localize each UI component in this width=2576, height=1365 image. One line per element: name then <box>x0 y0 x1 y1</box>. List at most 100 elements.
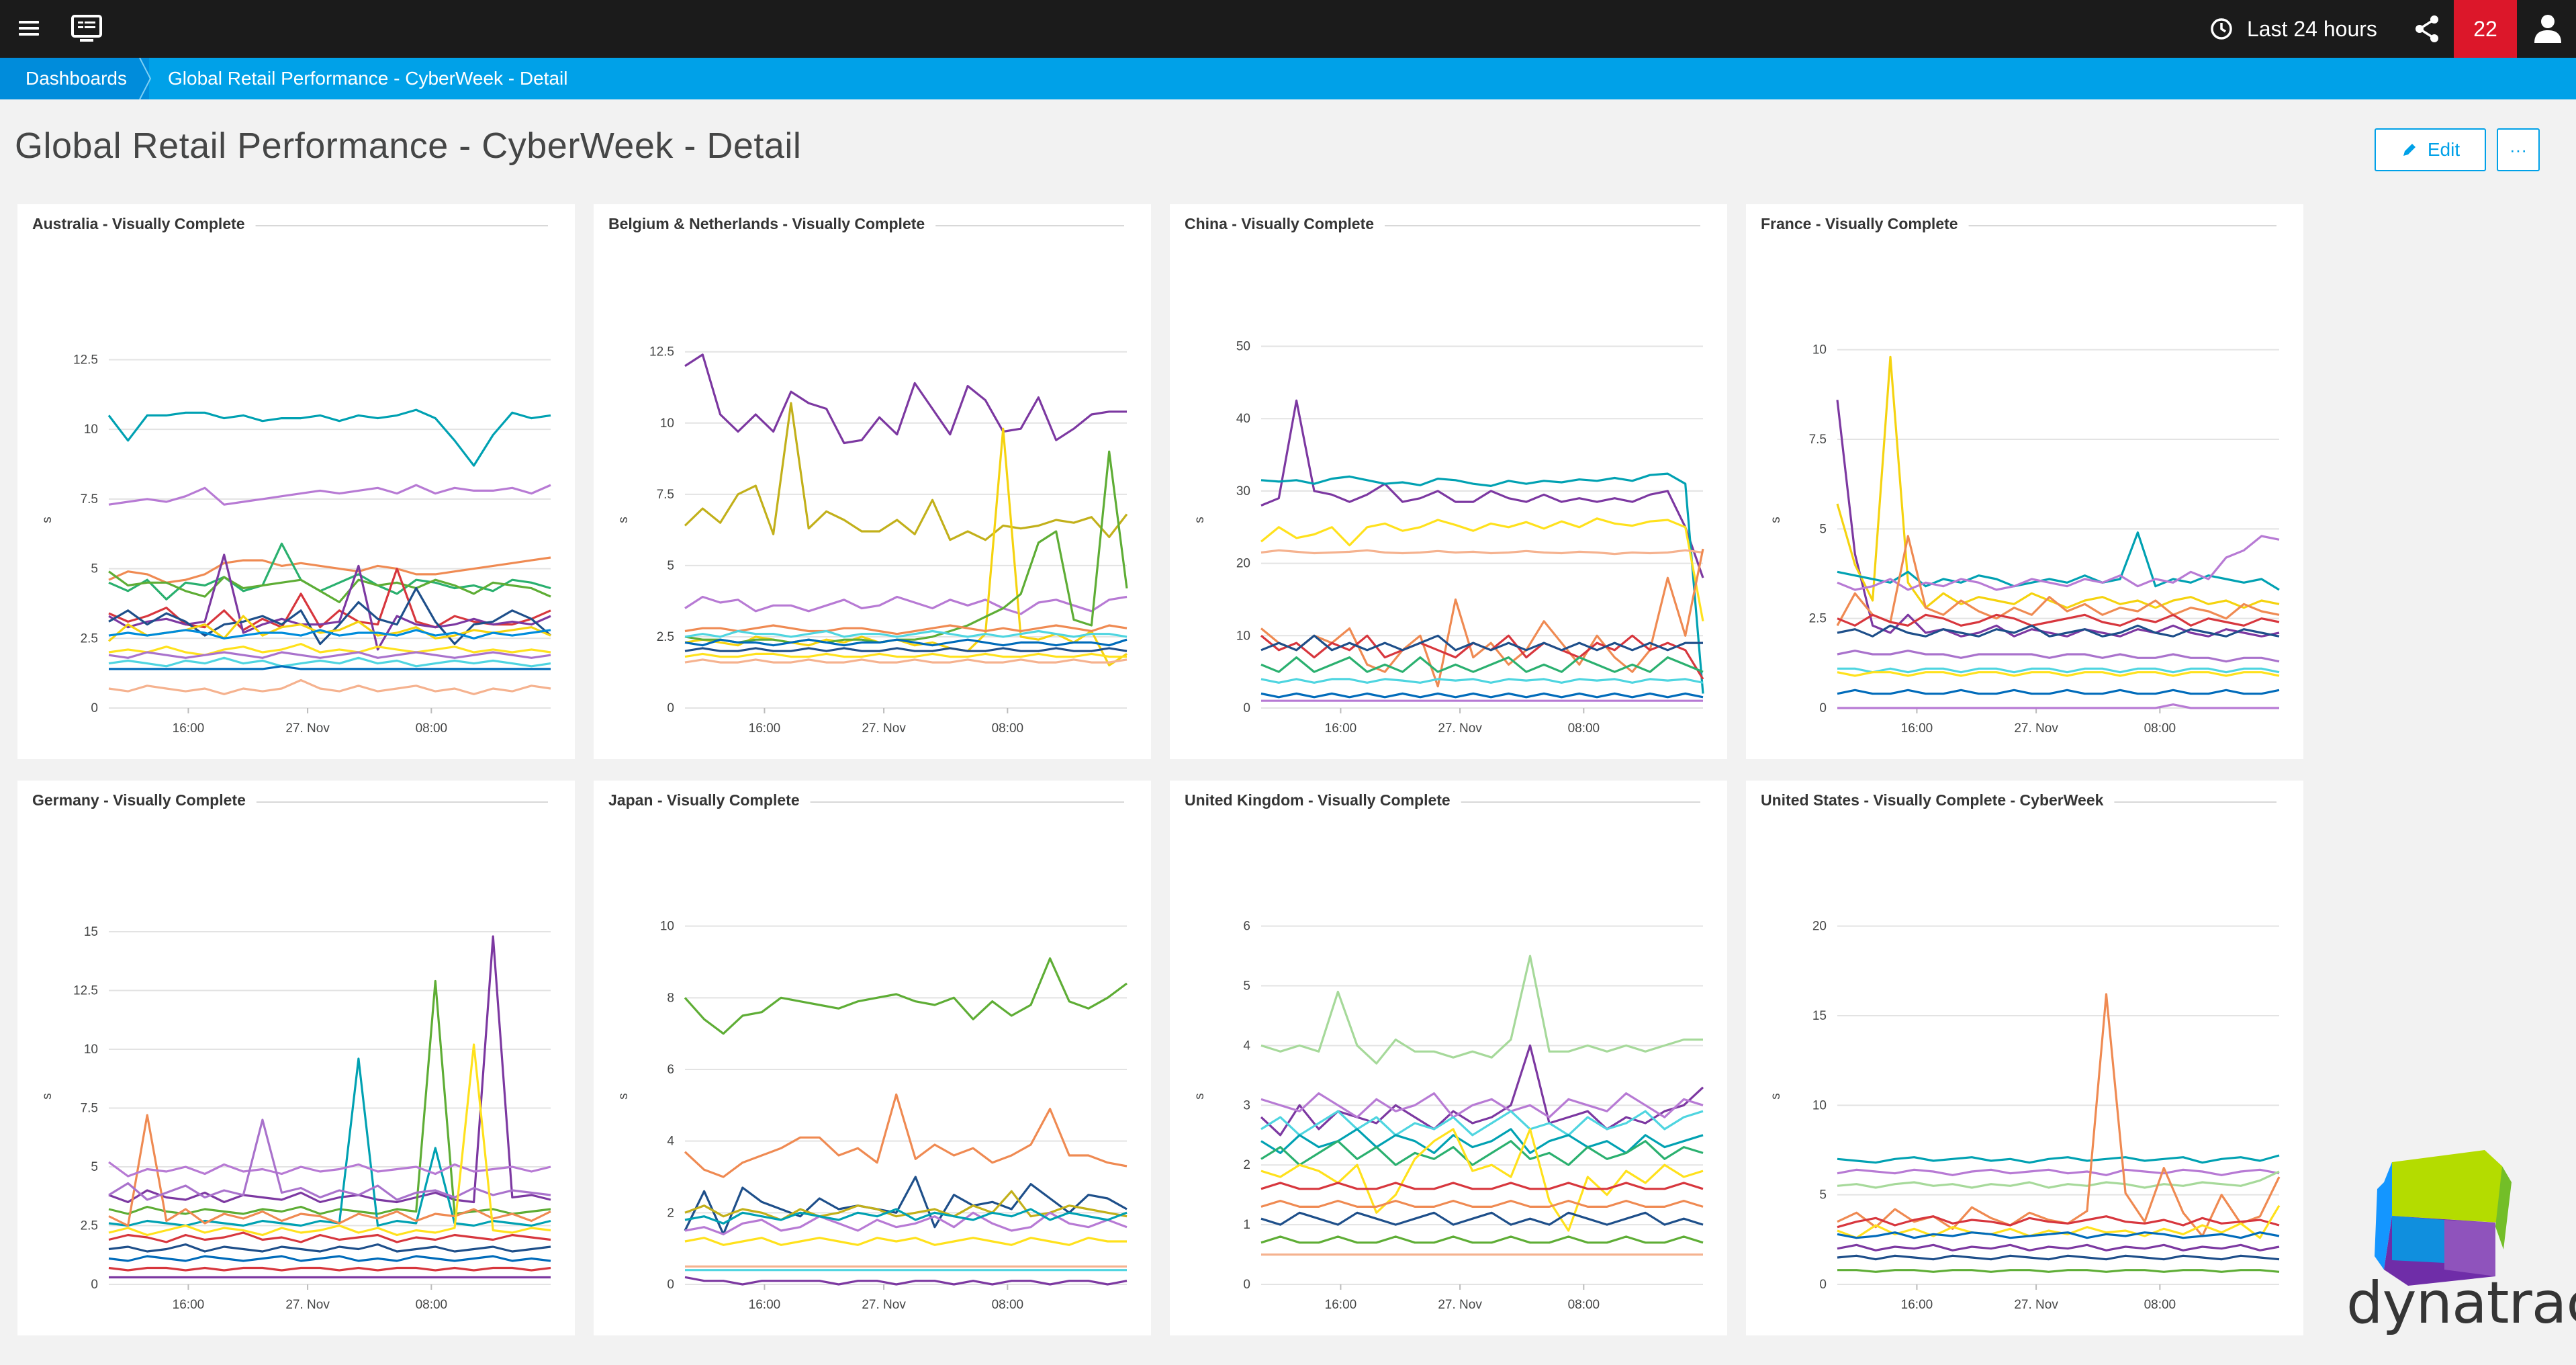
series-line[interactable] <box>1260 1128 1704 1232</box>
series-line[interactable] <box>1260 548 1704 688</box>
series-line[interactable] <box>108 1043 551 1237</box>
series-line[interactable] <box>684 402 1128 541</box>
chart-tile[interactable]: France - Visually Complete 0 2.5 5 7.5 10 s 16:… <box>1746 204 2303 759</box>
chart-tile[interactable]: Japan - Visually Complete 0 2 4 6 8 10 s 16:00 27… <box>594 781 1151 1335</box>
series-line[interactable] <box>1260 517 1704 622</box>
series-line[interactable] <box>1837 1215 2280 1229</box>
series-line[interactable] <box>1260 1235 1704 1244</box>
series-line[interactable] <box>684 1237 1127 1246</box>
chart-tile[interactable]: Germany - Visually Complete 0 2.5 5 7.5 10 12.… <box>17 781 575 1335</box>
series-line[interactable] <box>108 542 551 601</box>
series-line[interactable] <box>1837 613 2280 627</box>
series-line[interactable] <box>1260 634 1703 652</box>
user-icon[interactable] <box>2532 12 2564 46</box>
series-line[interactable] <box>108 554 551 651</box>
series-line[interactable] <box>684 1211 1128 1235</box>
edit-button[interactable]: Edit <box>2375 128 2486 171</box>
series-line[interactable] <box>1837 671 2280 677</box>
series-line[interactable] <box>1837 624 2280 637</box>
series-line[interactable] <box>684 658 1128 664</box>
series-line[interactable] <box>1837 1170 2280 1189</box>
series-line[interactable] <box>684 957 1128 1035</box>
series-line[interactable] <box>108 484 551 506</box>
series-line[interactable] <box>684 1093 1128 1178</box>
series-line[interactable] <box>1260 955 1703 1065</box>
series-line[interactable] <box>1837 650 2280 663</box>
series-line[interactable] <box>684 353 1127 445</box>
series-line[interactable] <box>108 678 551 695</box>
series-line[interactable] <box>684 629 1128 638</box>
series-line[interactable] <box>1837 1254 2280 1261</box>
series-line[interactable] <box>1837 667 2280 674</box>
series-line[interactable] <box>684 1276 1128 1286</box>
series-line[interactable] <box>1836 535 2280 627</box>
chart-tile[interactable]: Australia - Visually Complete 0 2.5 5 7.5 10 1… <box>17 204 575 759</box>
series-line[interactable] <box>684 652 1127 658</box>
series-line[interactable] <box>107 408 551 467</box>
series-line[interactable] <box>108 651 551 659</box>
chart-tile[interactable]: China - Visually Complete 0 10 20 30 40 50 s 16:… <box>1170 204 1727 759</box>
series-line[interactable] <box>1837 531 2280 591</box>
chart-tile[interactable]: United Kingdom - Visually Complete 0 1 2 3 4 5… <box>1170 781 1727 1335</box>
series-line[interactable] <box>684 638 1128 647</box>
series-line[interactable] <box>1837 1231 2280 1239</box>
series-line[interactable] <box>108 586 552 646</box>
series-line[interactable] <box>108 656 551 668</box>
series-line[interactable] <box>108 979 551 1215</box>
series-line[interactable] <box>108 935 551 1204</box>
series-line[interactable] <box>1260 399 1704 578</box>
series-line[interactable] <box>108 1255 551 1262</box>
series-line[interactable] <box>1260 692 1704 699</box>
series-line[interactable] <box>1837 703 2279 709</box>
series-line[interactable] <box>1837 689 2280 695</box>
series-line[interactable] <box>1260 1140 1704 1166</box>
series-line[interactable] <box>108 1231 551 1243</box>
series-line[interactable] <box>1260 678 1704 684</box>
hamburger-menu-icon[interactable] <box>16 15 43 42</box>
series-line[interactable] <box>1837 1243 2280 1251</box>
more-options-button[interactable]: ··· <box>2497 128 2540 171</box>
series-line[interactable] <box>1837 1154 2280 1164</box>
series-line[interactable] <box>108 1161 551 1178</box>
series-line[interactable] <box>108 570 551 604</box>
series-line[interactable] <box>108 556 551 584</box>
series-line[interactable] <box>1260 1182 1704 1190</box>
series-line[interactable] <box>1260 1092 1704 1118</box>
series-line[interactable] <box>684 450 1128 644</box>
series-line[interactable] <box>684 624 1128 635</box>
series-line[interactable] <box>108 1114 551 1227</box>
share-icon[interactable] <box>2411 12 2444 46</box>
series-line[interactable] <box>684 1176 1128 1235</box>
series-line[interactable] <box>108 642 551 656</box>
series-line[interactable] <box>1260 1110 1704 1137</box>
series-line[interactable] <box>1260 656 1704 673</box>
series-line[interactable] <box>1260 1128 1704 1155</box>
series-line[interactable] <box>1260 472 1704 694</box>
chart-tile[interactable]: Belgium & Netherlands - Visually Complet… <box>594 204 1151 759</box>
series-line[interactable] <box>684 595 1128 615</box>
problems-count-badge[interactable]: 22 <box>2454 0 2517 58</box>
series-line[interactable] <box>1837 1269 2280 1273</box>
dashboard-monitor-icon[interactable] <box>71 13 103 44</box>
series-line[interactable] <box>684 647 1128 652</box>
series-line[interactable] <box>1837 993 2281 1237</box>
breadcrumb-dashboards-link[interactable]: Dashboards <box>0 58 149 99</box>
series-line[interactable] <box>684 427 1128 667</box>
chart-tile[interactable]: United States - Visually Complete - Cybe… <box>1746 781 2303 1335</box>
series-line[interactable] <box>1260 1199 1704 1208</box>
series-line[interactable] <box>108 1266 551 1272</box>
series-line[interactable] <box>108 1057 551 1227</box>
series-line[interactable] <box>1260 549 1704 556</box>
series-line[interactable] <box>108 1243 551 1253</box>
series-line[interactable] <box>108 567 551 631</box>
series-line[interactable] <box>1260 1044 1704 1137</box>
series-line[interactable] <box>1837 1168 2280 1176</box>
series-line[interactable] <box>109 665 551 670</box>
series-line[interactable] <box>1837 535 2280 591</box>
timeframe-selector[interactable]: Last 24 hours <box>2209 12 2377 46</box>
series-line[interactable] <box>108 629 551 640</box>
series-line[interactable] <box>684 1208 1128 1225</box>
series-line[interactable] <box>1260 1211 1704 1226</box>
series-line[interactable] <box>1836 355 2280 609</box>
series-line[interactable] <box>108 1118 551 1201</box>
